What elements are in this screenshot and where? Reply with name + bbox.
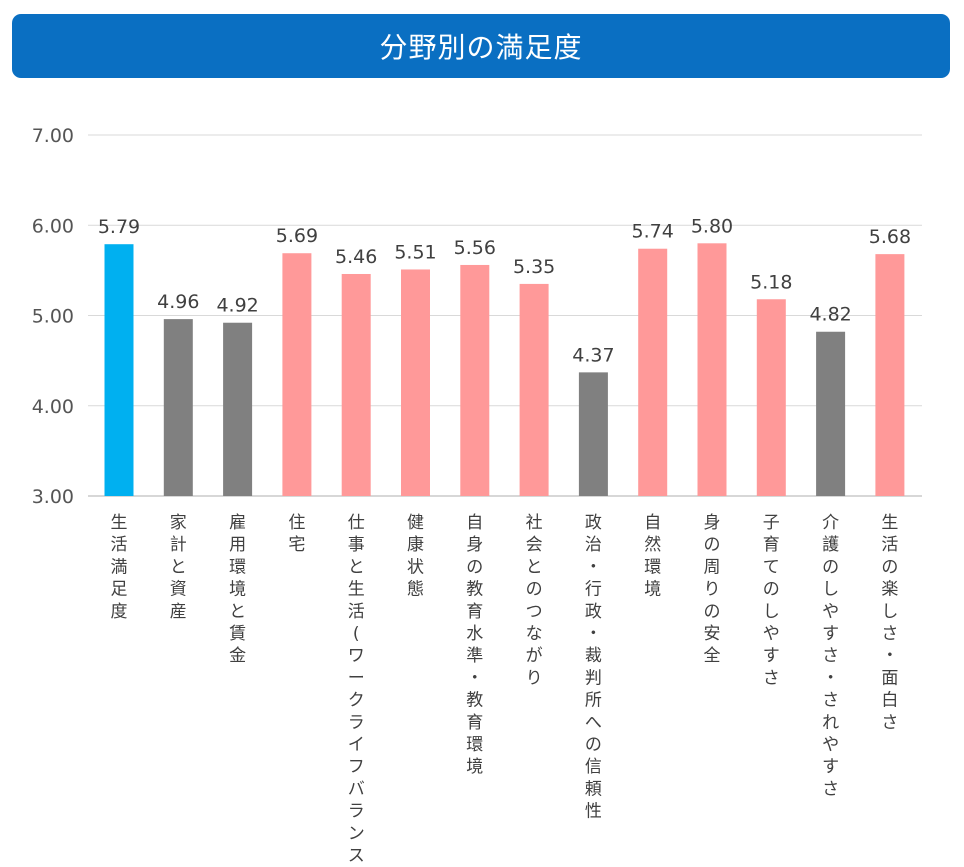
chart-title: 分野別の満足度	[379, 31, 583, 64]
data-label-7: 5.56	[454, 237, 496, 259]
bar-6	[401, 269, 430, 496]
bar-14	[875, 254, 905, 496]
data-label-13: 4.82	[809, 304, 851, 326]
y-tick-label: 3.00	[32, 486, 74, 508]
data-label-6: 5.51	[394, 241, 436, 263]
data-label-5: 5.46	[335, 246, 377, 268]
category-label-10: 自然環境	[644, 513, 661, 600]
category-label-4: 住宅	[288, 513, 305, 555]
chart-title-banner: 分野別の満足度	[12, 14, 950, 78]
data-label-2: 4.96	[157, 291, 199, 313]
bar-13	[816, 331, 846, 496]
category-label-9: 政治・行政・裁判所への信頼性	[585, 513, 602, 822]
bar-3	[223, 322, 253, 496]
bar-2	[163, 319, 193, 496]
bar-4	[282, 253, 312, 496]
data-label-9: 4.37	[572, 344, 614, 366]
y-tick-label: 4.00	[32, 396, 74, 418]
category-label-7: 自身の教育水準・教育環境	[466, 513, 483, 777]
category-label-14: 生活の楽しさ・面白さ	[881, 513, 898, 733]
bar-7	[460, 264, 490, 496]
y-tick-label: 5.00	[32, 306, 74, 328]
category-label-6: 健康状態	[407, 513, 424, 600]
bar-12	[756, 299, 786, 496]
category-label-5: 仕事と生活(ワークライフバランス)	[348, 513, 365, 867]
category-label-2: 家計と資産	[170, 513, 187, 622]
bar-5	[341, 273, 371, 496]
bar-1	[104, 244, 134, 496]
data-label-10: 5.74	[632, 221, 674, 243]
y-tick-label: 6.00	[32, 215, 74, 237]
data-label-1: 5.79	[98, 216, 140, 238]
data-label-3: 4.92	[216, 295, 258, 317]
data-label-8: 5.35	[513, 256, 555, 278]
data-label-12: 5.18	[750, 271, 792, 293]
bar-9	[578, 372, 608, 496]
category-label-11: 身の周りの安全	[704, 513, 721, 666]
category-label-1: 生活満足度	[111, 513, 128, 622]
data-label-11: 5.80	[691, 215, 733, 237]
data-label-14: 5.68	[869, 226, 911, 248]
category-label-13: 介護のしやすさ・されやすさ	[822, 513, 839, 799]
bar-11	[697, 243, 727, 496]
data-label-4: 5.69	[276, 225, 318, 247]
category-label-3: 雇用環境と賃金	[229, 513, 246, 666]
bar-10	[638, 248, 668, 496]
category-label-12: 子育てのしやすさ	[763, 513, 780, 688]
category-label-8: 社会とのつながり	[526, 513, 543, 688]
y-tick-label: 7.00	[32, 125, 74, 147]
bar-8	[519, 283, 549, 496]
